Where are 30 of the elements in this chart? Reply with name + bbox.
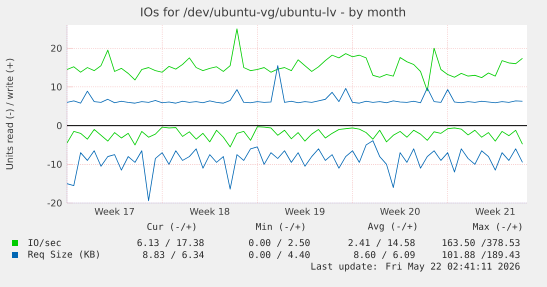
y-tick-label: -20 (48, 199, 62, 207)
x-tick-label: Week 17 (94, 208, 134, 215)
text: 8.83 / 6.34 (143, 251, 204, 259)
text: 0.00 / 2.50 (249, 239, 310, 247)
text: Avg (-/+) (368, 222, 416, 232)
text: 101.88 /189.43 (442, 251, 520, 259)
y-tick-label: -10 (48, 160, 62, 168)
y-tick-label: 20 (51, 44, 62, 52)
text: 0.00 / 4.40 (249, 251, 310, 259)
text: Cur (-/+) (147, 222, 196, 232)
text: 8.60 / 6.09 (354, 251, 415, 259)
y-tick-label: 10 (51, 83, 62, 90)
line-series (67, 28, 523, 92)
line-series (67, 65, 523, 104)
y-tick-label: 0 (56, 122, 62, 130)
x-tick-label: Week 20 (380, 208, 420, 215)
legend-label: Req Size (KB) (28, 250, 99, 260)
x-tick-label: Week 19 (285, 208, 324, 215)
x-tick-label: Week 18 (190, 208, 230, 215)
legend-label: IO/sec (28, 239, 61, 247)
text: 2.41 / 14.58 (348, 239, 415, 247)
text: Last update: Fri May 22 02:41:11 2026 (311, 262, 520, 272)
chart-title: IOs for /dev/ubuntu-vg/ubuntu-lv - by month (141, 7, 406, 19)
y-axis-title: Units read (-) / write (+) (6, 58, 14, 170)
text: Min (-/+) (256, 222, 304, 232)
line-series (67, 140, 523, 202)
text: 6.13 / 17.38 (137, 239, 204, 247)
x-tick-label: Week 21 (475, 208, 515, 215)
text: Max (-/+) (473, 222, 522, 232)
text: 163.50 /378.53 (442, 239, 520, 247)
